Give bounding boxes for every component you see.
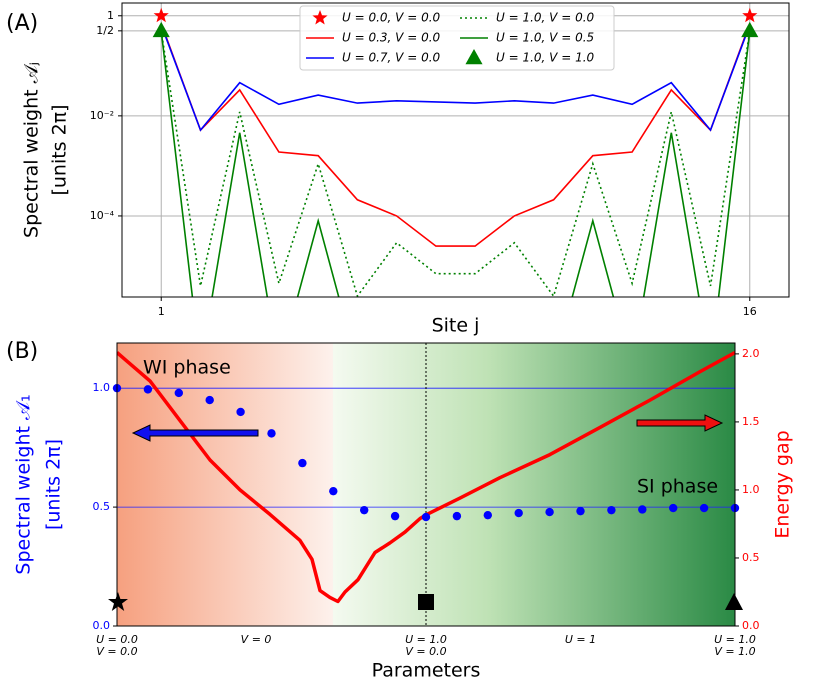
y2-axis-label: Energy gap: [772, 430, 794, 538]
y2-tick-label: 1.5: [742, 415, 760, 428]
data-point: [669, 503, 678, 513]
y-axis-label: [units 2π]: [49, 104, 71, 195]
y-axis-label: Spectral weight 𝒜ⱼ: [21, 62, 43, 238]
legend-label: U = 0.0, V = 0.0: [342, 11, 441, 25]
data-point: [607, 505, 616, 515]
legend-box: [299, 5, 615, 71]
y2-tick-label: 1.0: [742, 483, 760, 496]
triangle-marker: [152, 21, 170, 38]
y-tick-label: 0.5: [93, 500, 111, 513]
x-tick-line: U = 1.0: [405, 633, 447, 646]
arrows: [108, 414, 743, 611]
x-tick-label: U = 1.0 V = 0.0: [405, 633, 447, 658]
x-tick-line: U = 0.0: [96, 633, 138, 646]
panel-b: 0.00.51.00.00.51.01.52.0U = 0.0 V = 0.0V …: [13, 342, 794, 682]
plot-area: [160, 23, 751, 297]
y-tick-label: 1.0: [93, 381, 111, 394]
y2-tick-label: 2.0: [742, 347, 760, 360]
series-line: [160, 23, 751, 247]
right-arrow: [636, 414, 724, 432]
star-marker: [108, 592, 128, 611]
x-tick-line: V = 1.0: [714, 645, 755, 658]
data-point: [174, 388, 183, 398]
y-tick-label: 1/2: [96, 24, 114, 37]
star-marker: [153, 7, 169, 23]
plot-frame: [121, 2, 790, 298]
y-axis-label: [units 2π]: [43, 439, 65, 530]
y-tick-label: 10⁻²: [90, 109, 114, 122]
legend-label: U = 1.0, V = 0.0: [496, 11, 595, 25]
data-point: [360, 505, 369, 515]
data-point: [205, 395, 214, 405]
x-axis-label: Parameters: [372, 660, 481, 682]
data-point: [483, 510, 492, 520]
series-line: [160, 30, 751, 297]
y-tick-label: 1: [107, 9, 114, 22]
annotation: SI phase: [637, 476, 718, 498]
panel-label: (B): [6, 339, 38, 364]
left-arrow: [131, 424, 259, 442]
data-point: [545, 507, 554, 517]
x-tick-line: U = 1: [565, 633, 596, 646]
data-point: [298, 458, 307, 468]
y-axis-label: Spectral weight 𝒜₁: [13, 394, 35, 574]
x-tick-label: U = 0.0 V = 0.0: [96, 633, 138, 658]
triangle-marker: [741, 21, 759, 38]
x-tick-label: U = 1.0 V = 1.0: [714, 633, 756, 658]
x-tick-label: V = 0: [241, 633, 272, 646]
data-point: [390, 511, 400, 521]
series-line: [160, 24, 751, 132]
triangle-marker: [725, 593, 743, 610]
data-point: [699, 503, 709, 513]
data-point: [143, 385, 153, 394]
data-point: [638, 505, 647, 514]
series-line: [160, 30, 751, 297]
data-point: [236, 407, 245, 417]
x-tick-label: 16: [743, 305, 757, 318]
y2-tick-label: 0.0: [742, 619, 760, 632]
legend-label: U = 0.7, V = 0.0: [342, 51, 441, 65]
data-point: [452, 511, 462, 521]
gap-line: [117, 350, 735, 604]
panel-label: (A): [6, 11, 38, 36]
plot-frame: [116, 342, 736, 627]
x-tick-label: U = 1: [565, 633, 596, 646]
data-point: [514, 508, 523, 518]
legend-label: U = 1.0, V = 1.0: [496, 51, 595, 65]
annotation: WI phase: [143, 357, 231, 379]
x-tick-label: 1: [158, 305, 165, 318]
x-axis-label: Site j: [432, 315, 480, 337]
x-tick-line: U = 1.0: [714, 633, 756, 646]
x-tick-line: V = 0.0: [405, 645, 446, 658]
x-tick-line: V = 0: [241, 633, 272, 646]
square-marker: [418, 594, 434, 610]
legend-label: U = 0.3, V = 0.0: [342, 31, 441, 45]
data-point: [421, 512, 431, 522]
legend-marker: [312, 10, 328, 25]
data-point: [576, 506, 585, 516]
y-tick-label: 0.0: [93, 619, 111, 632]
data-point: [267, 429, 276, 438]
panel-a: 1 1/2 10⁻² 10⁻⁴ 1 16 Site j Spectral weight 𝒜ⱼ […: [21, 2, 790, 337]
legend-label: U = 1.0, V = 0.5: [496, 31, 594, 45]
data-point: [329, 486, 338, 496]
x-tick-line: V = 0.0: [96, 645, 137, 658]
y-tick-label: 10⁻⁴: [90, 209, 115, 222]
y2-tick-label: 0.5: [742, 551, 760, 564]
legend-marker: [465, 49, 483, 65]
plot-area: [117, 350, 735, 604]
star-marker: [742, 7, 758, 23]
